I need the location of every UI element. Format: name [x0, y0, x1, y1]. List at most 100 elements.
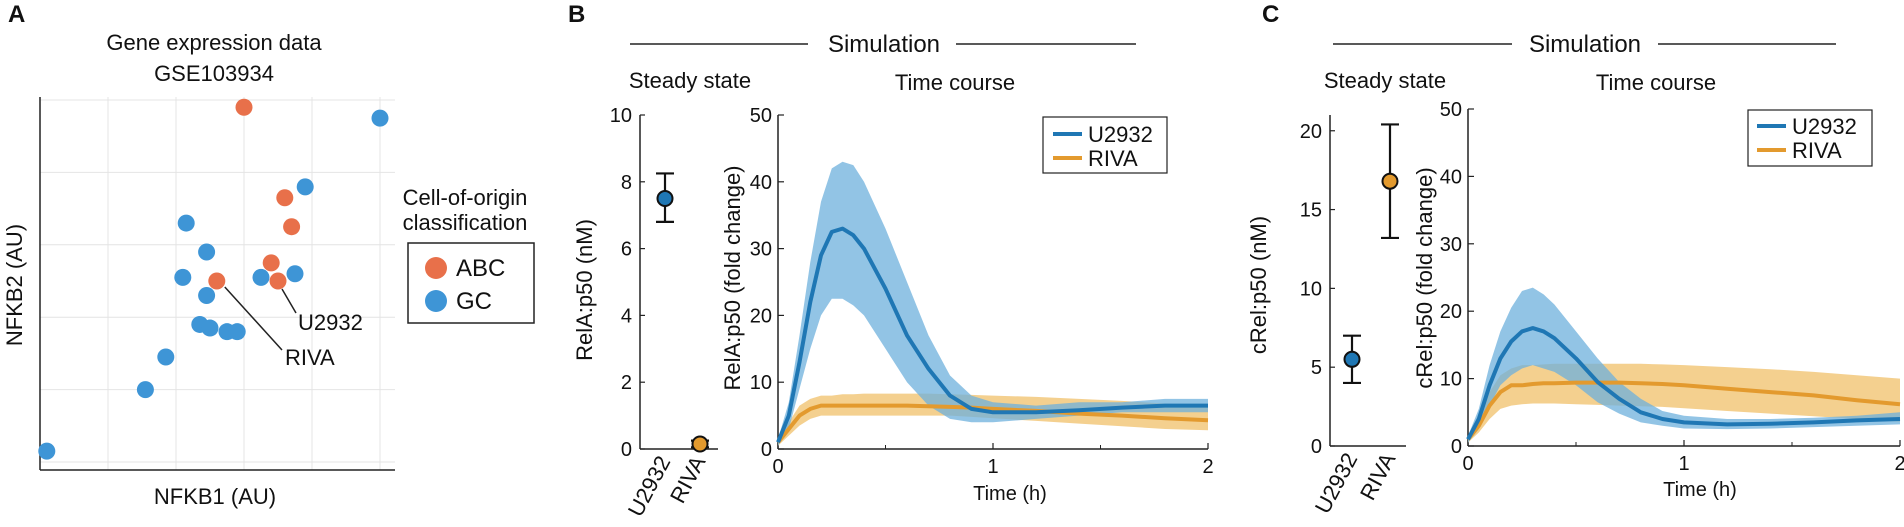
- scatter-point-gc: [371, 109, 389, 127]
- x-tick-label: 1: [987, 456, 998, 478]
- y-tick-label: 5: [1311, 357, 1322, 379]
- x-tick-label: 2: [1894, 453, 1904, 475]
- legend-b-box: [1042, 116, 1168, 174]
- confidence-band-u2932: [1468, 287, 1900, 443]
- panel-a-grid: [39, 97, 395, 470]
- legend-c-riva-label: RIVA: [1792, 138, 1842, 163]
- y-tick-label: 10: [1300, 278, 1322, 300]
- panel-b-time-y-label: RelA:p50 (fold change): [720, 165, 745, 390]
- legend-a-gc-marker: [425, 290, 447, 312]
- panel-a-y-label: NFKB2 (AU): [2, 224, 27, 346]
- y-tick-label: 20: [1440, 301, 1462, 323]
- y-tick-label: 10: [1440, 369, 1462, 391]
- scatter-point-abc: [208, 272, 226, 290]
- panel-a-points: [38, 98, 389, 460]
- panel-b-header: Simulation: [828, 31, 940, 58]
- legend-a-title-line2: classification: [403, 210, 528, 235]
- annotation-line-riva: [224, 286, 283, 351]
- legend-b-u2932-label: U2932: [1088, 122, 1153, 147]
- steady-point-riva: [691, 435, 709, 453]
- panel-c-time-chart: 0 10 20 30 40 50 0 1 2: [1440, 99, 1904, 475]
- scatter-point-gc: [198, 243, 216, 261]
- panel-c-time-y-label: cRel:p50 (fold change): [1412, 167, 1437, 388]
- steady-point-riva: [1381, 172, 1399, 190]
- y-tick-label: 0: [761, 439, 772, 461]
- y-tick-label: 15: [1300, 200, 1322, 222]
- series-line-u2932: [776, 226, 1208, 444]
- annotation-line-u2932: [281, 288, 297, 314]
- panel-b-time-chart: 0 10 20 30 40 50 0 1 2: [750, 105, 1214, 478]
- legend-a-abc-marker: [425, 257, 447, 279]
- y-tick-label: 10: [610, 105, 632, 127]
- scatter-point-abc: [276, 189, 294, 207]
- panel-c-steady-title: Steady state: [1324, 68, 1446, 93]
- panel-c-time-x-label: Time (h): [1663, 479, 1737, 501]
- y-tick-label: 10: [750, 372, 772, 394]
- legend-a-abc-label: ABC: [456, 255, 505, 282]
- confidence-band-u2932: [778, 161, 1208, 446]
- legend-a-gc-label: GC: [456, 288, 492, 315]
- scatter-point-gc: [136, 381, 154, 399]
- panel-b-time-title: Time course: [895, 70, 1015, 95]
- scatter-point-gc: [177, 214, 195, 232]
- y-tick-label: 6: [621, 239, 632, 261]
- steady-point-u2932: [656, 190, 674, 207]
- y-tick-label: 2: [621, 372, 632, 394]
- panel-c-steady-y-label: cRel:p50 (nM): [1246, 216, 1271, 354]
- x-tick-label: 0: [1462, 453, 1473, 475]
- x-tick-label: 2: [1202, 456, 1213, 478]
- scatter-point-gc: [296, 178, 314, 196]
- confidence-band-riva: [1468, 363, 1900, 443]
- y-tick-label: 40: [750, 172, 772, 194]
- panel-b-category-u2932: U2932: [623, 452, 676, 521]
- panel-c-category-u2932: U2932: [1310, 449, 1363, 518]
- y-tick-label: 40: [1440, 166, 1462, 188]
- y-tick-label: 50: [1440, 99, 1462, 121]
- panel-letter-a: A: [8, 1, 25, 28]
- legend-b-riva-label: RIVA: [1088, 146, 1138, 171]
- panel-c-time-title: Time course: [1596, 70, 1716, 95]
- steady-point-u2932: [1343, 350, 1361, 368]
- scatter-point-gc: [252, 268, 270, 286]
- legend-c-box: [1747, 109, 1873, 167]
- scatter-point-gc: [286, 265, 304, 283]
- scatter-point-gc: [201, 319, 219, 337]
- series-line-u2932: [1466, 326, 1901, 441]
- scatter-point-abc: [235, 98, 253, 116]
- y-tick-label: 0: [1311, 436, 1322, 458]
- panel-a-x-label: NFKB1 (AU): [154, 484, 276, 509]
- y-tick-label: 0: [621, 439, 632, 461]
- panel-a-title-line2: GSE103934: [154, 61, 274, 86]
- annotation-u2932: U2932: [298, 310, 363, 335]
- panel-c-steady-chart: 0 5 10 15 20: [1300, 115, 1406, 458]
- x-tick-label: 1: [1678, 453, 1689, 475]
- scatter-point-abc: [269, 272, 287, 290]
- scatter-point-gc: [157, 348, 175, 366]
- y-tick-label: 30: [1440, 234, 1462, 256]
- y-tick-label: 20: [1300, 121, 1322, 143]
- panel-b-steady-y-label: RelA:p50 (nM): [572, 219, 597, 361]
- series-line-riva: [1466, 380, 1901, 441]
- legend-c-u2932-label: U2932: [1792, 114, 1857, 139]
- x-tick-label: 0: [772, 456, 783, 478]
- panel-c-category-riva: RIVA: [1355, 448, 1401, 504]
- y-tick-label: 30: [750, 239, 772, 261]
- annotation-riva: RIVA: [285, 345, 335, 370]
- panel-b-category-riva: RIVA: [665, 451, 711, 507]
- y-tick-label: 4: [621, 305, 632, 327]
- legend-a-box: [407, 242, 535, 324]
- scatter-point-abc: [283, 218, 301, 236]
- series-line-riva: [776, 403, 1209, 444]
- panel-b-time-x-label: Time (h): [973, 483, 1047, 505]
- scatter-point-gc: [198, 286, 216, 304]
- y-tick-label: 20: [750, 305, 772, 327]
- panel-b-steady-title: Steady state: [629, 68, 751, 93]
- panel-letter-c: C: [1262, 1, 1279, 28]
- scatter-point-gc: [38, 442, 56, 460]
- panel-a-title-line1: Gene expression data: [106, 30, 322, 55]
- y-tick-label: 0: [1451, 436, 1462, 458]
- legend-a-title-line1: Cell-of-origin: [403, 185, 528, 210]
- y-tick-label: 8: [621, 172, 632, 194]
- panel-a-annotations: U2932 RIVA: [224, 286, 363, 370]
